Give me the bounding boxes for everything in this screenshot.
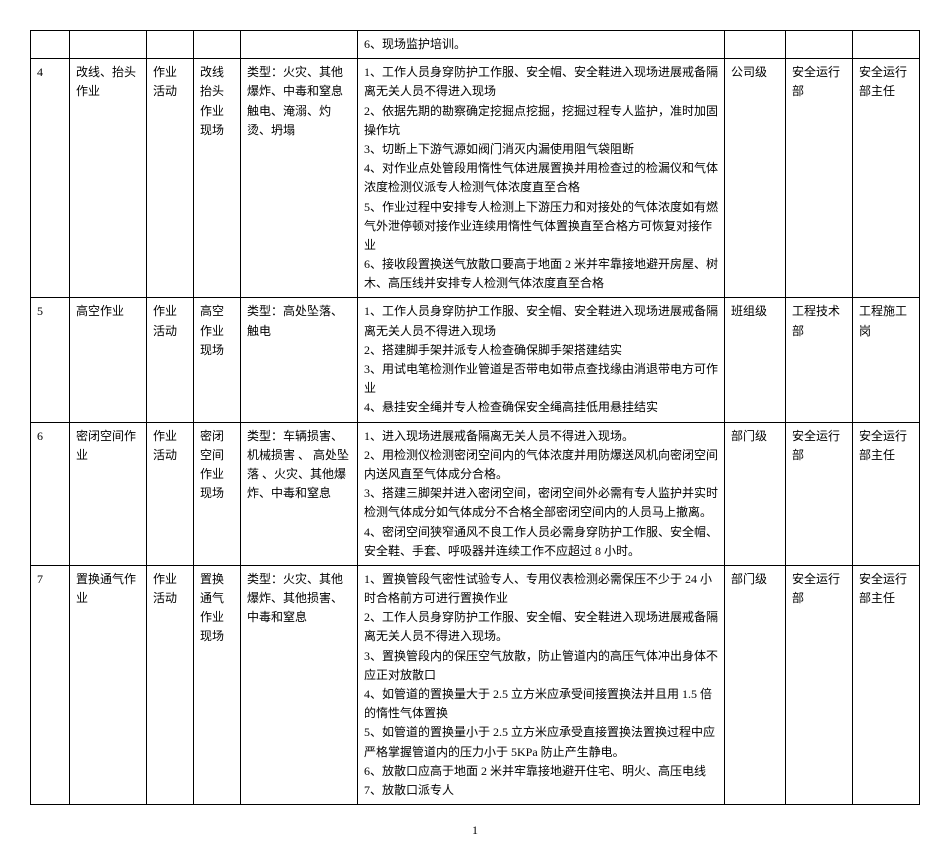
loc-cell: 改线抬头作业现场 bbox=[194, 59, 241, 298]
type-cell: 类型：火灾、其他爆炸、其他损害、中毒和窒息 bbox=[241, 565, 358, 804]
dept-cell: 安全运行部 bbox=[786, 422, 853, 565]
dept-cell bbox=[786, 31, 853, 59]
type-cell bbox=[241, 31, 358, 59]
resp-cell: 工程施工岗 bbox=[853, 298, 920, 422]
level-cell bbox=[725, 31, 786, 59]
dept-cell: 安全运行部 bbox=[786, 59, 853, 298]
idx-cell bbox=[31, 31, 70, 59]
level-cell: 公司级 bbox=[725, 59, 786, 298]
type-cell: 类型：高处坠落、触电 bbox=[241, 298, 358, 422]
name-cell: 高空作业 bbox=[70, 298, 147, 422]
name-cell bbox=[70, 31, 147, 59]
table-row: 4改线、抬头作业作业活动改线抬头作业现场类型：火灾、其他爆炸、中毒和窒息触电、淹… bbox=[31, 59, 920, 298]
loc-cell: 置换通气作业现场 bbox=[194, 565, 241, 804]
cat-cell bbox=[147, 31, 194, 59]
cat-cell: 作业活动 bbox=[147, 59, 194, 298]
level-cell: 部门级 bbox=[725, 422, 786, 565]
level-cell: 部门级 bbox=[725, 565, 786, 804]
name-cell: 置换通气作业 bbox=[70, 565, 147, 804]
safety-table: 6、现场监护培训。4改线、抬头作业作业活动改线抬头作业现场类型：火灾、其他爆炸、… bbox=[30, 30, 920, 805]
measures-cell: 1、工作人员身穿防护工作服、安全帽、安全鞋进入现场进展戒备隔离无关人员不得进入现… bbox=[358, 298, 725, 422]
idx-cell: 7 bbox=[31, 565, 70, 804]
resp-cell: 安全运行部主任 bbox=[853, 59, 920, 298]
level-cell: 班组级 bbox=[725, 298, 786, 422]
resp-cell: 安全运行部主任 bbox=[853, 565, 920, 804]
idx-cell: 5 bbox=[31, 298, 70, 422]
type-cell: 类型：火灾、其他爆炸、中毒和窒息触电、淹溺、灼烫、坍塌 bbox=[241, 59, 358, 298]
dept-cell: 安全运行部 bbox=[786, 565, 853, 804]
loc-cell: 高空作业现场 bbox=[194, 298, 241, 422]
table-row: 6密闭空间作业作业活动密闭空间作业现场类型：车辆损害、机械损害 、 高处坠落 、… bbox=[31, 422, 920, 565]
loc-cell: 密闭空间作业现场 bbox=[194, 422, 241, 565]
dept-cell: 工程技术部 bbox=[786, 298, 853, 422]
resp-cell: 安全运行部主任 bbox=[853, 422, 920, 565]
page-number: 1 bbox=[30, 823, 920, 838]
idx-cell: 6 bbox=[31, 422, 70, 565]
measures-cell: 1、进入现场进展戒备隔离无关人员不得进入现场。 2、用检测仪检测密闭空间内的气体… bbox=[358, 422, 725, 565]
resp-cell bbox=[853, 31, 920, 59]
cat-cell: 作业活动 bbox=[147, 565, 194, 804]
idx-cell: 4 bbox=[31, 59, 70, 298]
cat-cell: 作业活动 bbox=[147, 422, 194, 565]
measures-cell: 1、工作人员身穿防护工作服、安全帽、安全鞋进入现场进展戒备隔离无关人员不得进入现… bbox=[358, 59, 725, 298]
table-row: 7置换通气作业作业活动置换通气作业现场类型：火灾、其他爆炸、其他损害、中毒和窒息… bbox=[31, 565, 920, 804]
table-row: 5高空作业作业活动高空作业现场类型：高处坠落、触电1、工作人员身穿防护工作服、安… bbox=[31, 298, 920, 422]
type-cell: 类型：车辆损害、机械损害 、 高处坠落 、火灾、其他爆炸、中毒和窒息 bbox=[241, 422, 358, 565]
loc-cell bbox=[194, 31, 241, 59]
measures-cell: 1、置换管段气密性试验专人、专用仪表检测必需保压不少于 24 小时合格前方可进行… bbox=[358, 565, 725, 804]
table-row: 6、现场监护培训。 bbox=[31, 31, 920, 59]
name-cell: 密闭空间作业 bbox=[70, 422, 147, 565]
cat-cell: 作业活动 bbox=[147, 298, 194, 422]
name-cell: 改线、抬头作业 bbox=[70, 59, 147, 298]
measures-cell: 6、现场监护培训。 bbox=[358, 31, 725, 59]
